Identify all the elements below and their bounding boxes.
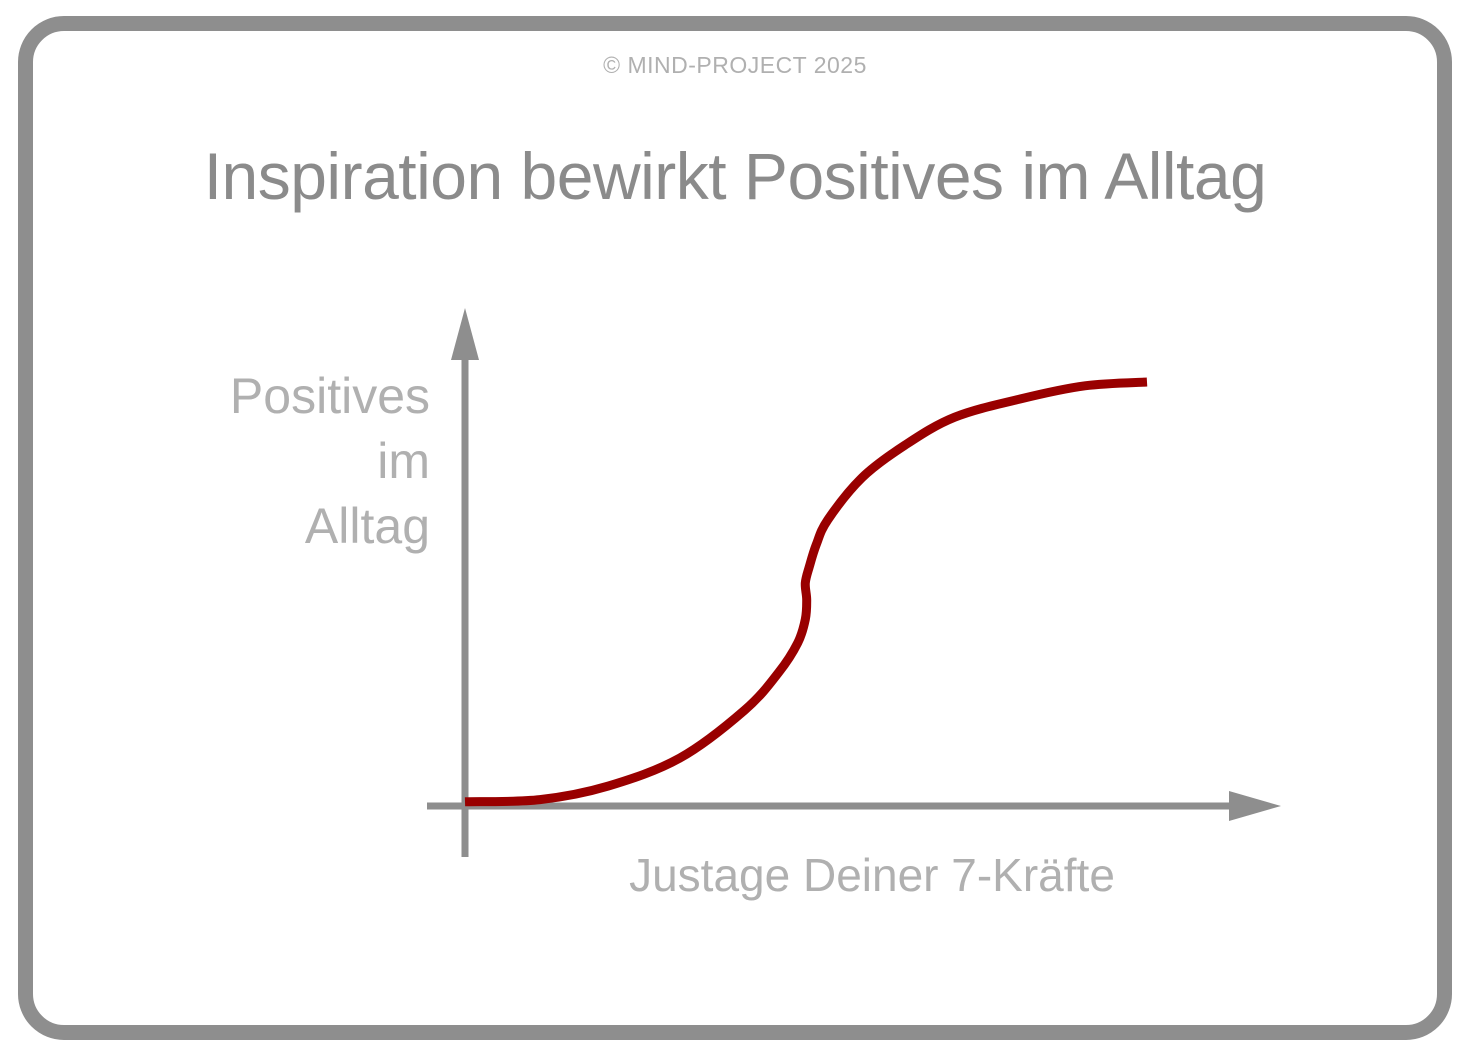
y-axis-arrowhead: [451, 308, 479, 360]
page-title: Inspiration bewirkt Positives im Alltag: [203, 139, 1267, 213]
y-axis-label-line: Alltag: [304, 498, 430, 554]
x-axis-label: Justage Deiner 7-Kräfte: [629, 849, 1115, 901]
slide-border-frame: [18, 16, 1452, 1040]
s-curve-line: [464, 377, 1148, 807]
y-axis-label-line: im: [377, 433, 430, 489]
y-axis-label: Positives im Alltag: [120, 364, 430, 559]
y-axis-label-line: Positives: [229, 368, 430, 424]
x-axis-arrowhead: [1229, 791, 1281, 821]
copyright-text: © MIND-PROJECT 2025: [603, 52, 867, 78]
